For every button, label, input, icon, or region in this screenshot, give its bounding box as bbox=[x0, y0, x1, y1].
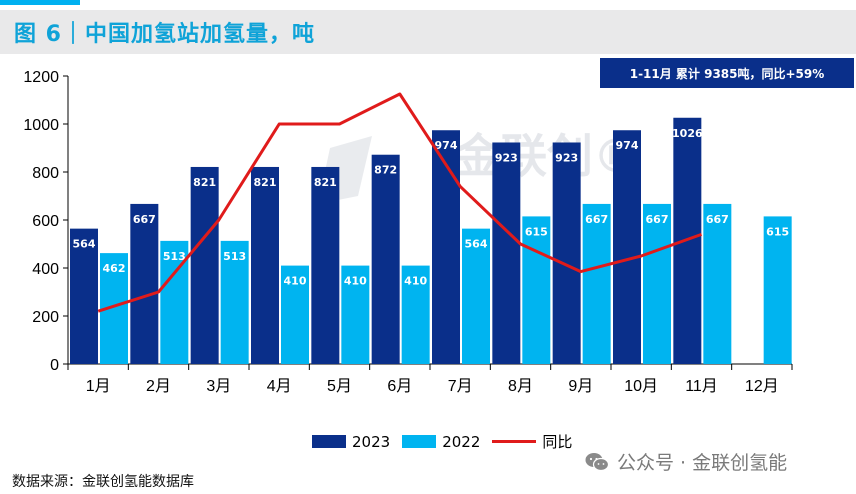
x-tick-label: 4月 bbox=[267, 378, 292, 395]
legend-swatch-yoy bbox=[492, 440, 537, 443]
legend-item-2023: 2023 bbox=[312, 433, 390, 451]
bar-2022 bbox=[522, 216, 551, 364]
x-tick-label: 9月 bbox=[568, 378, 593, 395]
bar-2023 bbox=[613, 130, 641, 364]
y-tick-label: 0 bbox=[50, 357, 59, 374]
x-tick-label: 10月 bbox=[624, 378, 658, 395]
wechat-icon bbox=[585, 452, 609, 471]
top-accent-stripe bbox=[0, 0, 80, 5]
y-tick-label: 1200 bbox=[23, 69, 59, 86]
bar-label-2023: 923 bbox=[495, 151, 518, 164]
bar-label-2022: 564 bbox=[465, 238, 488, 251]
x-tick-label: 3月 bbox=[206, 378, 231, 395]
bar-label-2022: 410 bbox=[284, 275, 307, 288]
legend-item-2022: 2022 bbox=[402, 433, 480, 451]
bar-label-2022: 462 bbox=[103, 262, 126, 275]
bar-2022 bbox=[643, 203, 671, 364]
y-tick-label: 400 bbox=[32, 261, 59, 278]
bar-2022 bbox=[763, 216, 792, 364]
data-source: 数据来源：金联创氢能数据库 bbox=[12, 474, 194, 490]
bar-label-2023: 974 bbox=[616, 139, 639, 152]
summary-box: 1-11月 累计 9385吨，同比+59% bbox=[600, 58, 854, 88]
bar-label-2022: 667 bbox=[585, 213, 608, 226]
bar-label-2023: 872 bbox=[374, 164, 397, 177]
y-tick-label: 1000 bbox=[23, 117, 59, 134]
legend-swatch-2022 bbox=[402, 435, 437, 448]
bar-2023 bbox=[70, 228, 98, 364]
yoy-line bbox=[97, 92, 703, 313]
bar-2022 bbox=[462, 228, 490, 364]
x-tick-label: 8月 bbox=[508, 378, 533, 395]
bar-label-2023: 821 bbox=[314, 176, 337, 189]
x-tick-label: 5月 bbox=[327, 378, 352, 395]
chart-title: 图 6｜中国加氢站加氢量，吨 bbox=[14, 22, 315, 47]
wechat-label: 公众号 · 金联创氢能 bbox=[617, 452, 788, 474]
bar-2022 bbox=[220, 240, 249, 364]
legend-swatch-2023 bbox=[312, 435, 346, 448]
bar-2022 bbox=[582, 203, 611, 364]
y-tick-label: 200 bbox=[32, 309, 59, 326]
legend-label-2022: 2022 bbox=[442, 432, 481, 451]
bar-label-2022: 667 bbox=[646, 213, 669, 226]
wechat-account[interactable]: 公众号 · 金联创氢能 bbox=[585, 448, 787, 475]
bar-label-2022: 513 bbox=[223, 250, 246, 263]
bar-2023 bbox=[371, 154, 400, 364]
bar-label-2022: 615 bbox=[525, 225, 548, 238]
bar-2023 bbox=[552, 142, 581, 364]
bar-2022 bbox=[341, 265, 370, 364]
bar-2023 bbox=[492, 142, 521, 364]
x-tick-label: 1月 bbox=[86, 378, 111, 395]
title-bar: 图 6｜中国加氢站加氢量，吨 bbox=[0, 10, 856, 54]
bar-label-2023: 821 bbox=[193, 176, 216, 189]
bar-2023 bbox=[130, 203, 159, 364]
x-tick-label: 6月 bbox=[387, 378, 412, 395]
bar-label-2022: 667 bbox=[706, 213, 729, 226]
y-tick-label: 800 bbox=[32, 165, 59, 182]
bar-label-2023: 974 bbox=[435, 139, 458, 152]
bar-2023 bbox=[311, 166, 340, 364]
bar-label-2022: 615 bbox=[766, 225, 789, 238]
legend: 2023 2022 同比 bbox=[312, 431, 584, 452]
x-tick-label: 12月 bbox=[745, 378, 779, 395]
bar-label-2022: 513 bbox=[163, 250, 186, 263]
x-tick-label: 11月 bbox=[685, 378, 718, 395]
bar-2022 bbox=[281, 265, 309, 364]
x-tick-label: 7月 bbox=[448, 378, 473, 395]
bar-label-2023: 1026 bbox=[672, 127, 703, 140]
bar-2023 bbox=[251, 166, 279, 364]
legend-label-yoy: 同比 bbox=[542, 433, 573, 451]
legend-label-2023: 2023 bbox=[352, 432, 391, 451]
bar-label-2023: 564 bbox=[73, 238, 96, 251]
bar-label-2022: 410 bbox=[344, 275, 367, 288]
bar-2022 bbox=[401, 265, 430, 364]
bar-2022 bbox=[703, 203, 732, 364]
bar-label-2023: 821 bbox=[254, 176, 277, 189]
watermark-logo: 金联创® bbox=[454, 129, 639, 183]
bar-label-2022: 410 bbox=[404, 275, 427, 288]
bar-2023 bbox=[432, 130, 460, 364]
bar-2023 bbox=[190, 166, 219, 364]
bar-label-2023: 923 bbox=[555, 151, 578, 164]
bar-label-2023: 667 bbox=[133, 213, 156, 226]
legend-item-yoy: 同比 bbox=[492, 431, 572, 452]
y-tick-label: 600 bbox=[32, 213, 59, 230]
x-tick-label: 2月 bbox=[146, 378, 171, 395]
